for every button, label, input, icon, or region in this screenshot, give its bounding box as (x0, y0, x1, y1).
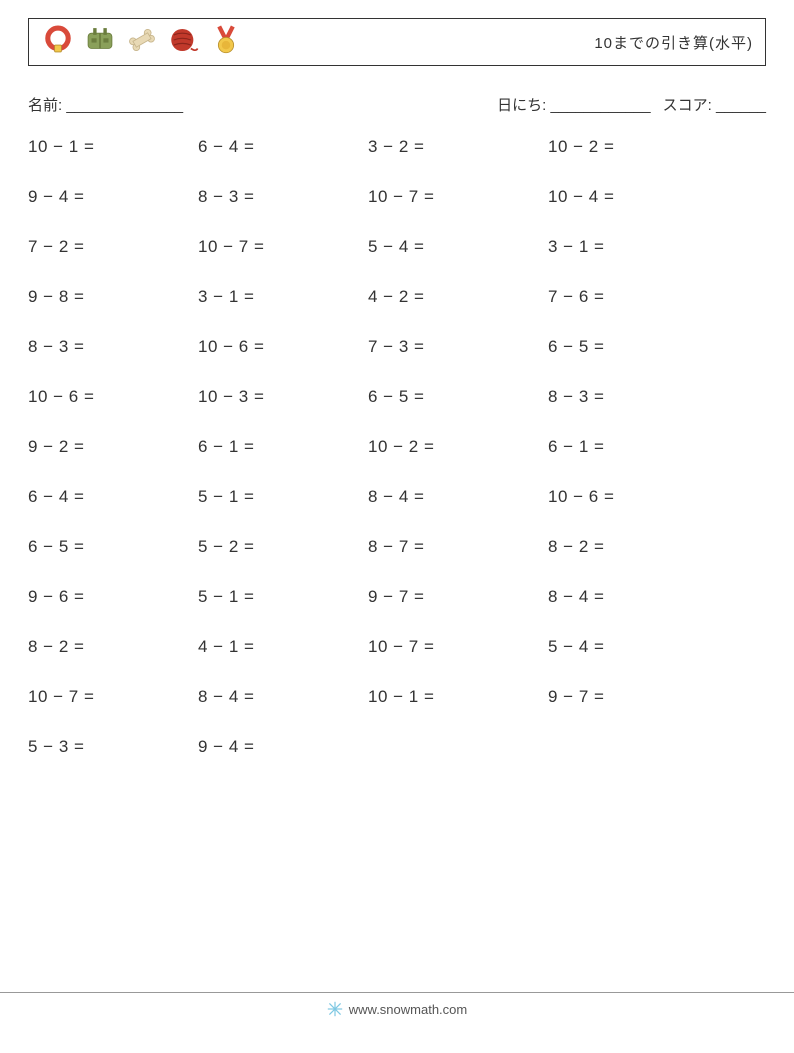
subtraction-problem: 10 − 7 = (368, 187, 548, 207)
subtraction-problem: 10 − 7 = (198, 237, 368, 257)
collar-icon (41, 23, 75, 62)
subtraction-problem: 7 − 3 = (368, 337, 548, 357)
snowflake-icon (327, 1001, 343, 1017)
header-icons (41, 23, 243, 62)
subtraction-problem: 5 − 4 = (548, 637, 728, 657)
bone-icon (125, 23, 159, 62)
subtraction-problem: 9 − 4 = (28, 187, 198, 207)
bag-icon (83, 23, 117, 62)
subtraction-problem: 10 − 7 = (368, 637, 548, 657)
subtraction-problem: 10 − 1 = (368, 687, 548, 707)
worksheet-title: 10までの引き算(水平) (594, 32, 753, 53)
subtraction-problem: 6 − 1 = (198, 437, 368, 457)
subtraction-problem: 5 − 1 = (198, 587, 368, 607)
subtraction-problem: 4 − 1 = (198, 637, 368, 657)
subtraction-problem: 7 − 6 = (548, 287, 728, 307)
subtraction-problem: 5 − 2 = (198, 537, 368, 557)
subtraction-problem: 8 − 4 = (198, 687, 368, 707)
subtraction-problem: 8 − 3 = (28, 337, 198, 357)
subtraction-problem: 9 − 7 = (368, 587, 548, 607)
subtraction-problem: 4 − 2 = (368, 287, 548, 307)
subtraction-problem: 6 − 5 = (548, 337, 728, 357)
medal-icon (209, 23, 243, 62)
subtraction-problem: 10 − 3 = (198, 387, 368, 407)
subtraction-problem: 8 − 3 = (198, 187, 368, 207)
subtraction-problem: 9 − 4 = (198, 737, 368, 757)
subtraction-problem: 10 − 4 = (548, 187, 728, 207)
subtraction-problem: 7 − 2 = (28, 237, 198, 257)
name-field: 名前: ______________ (28, 94, 183, 115)
subtraction-problem: 9 − 6 = (28, 587, 198, 607)
subtraction-problem: 5 − 1 = (198, 487, 368, 507)
subtraction-problem: 8 − 4 = (368, 487, 548, 507)
subtraction-problem: 3 − 2 = (368, 137, 548, 157)
subtraction-problem: 9 − 8 = (28, 287, 198, 307)
footer-url: www.snowmath.com (349, 1002, 467, 1017)
subtraction-problem: 10 − 1 = (28, 137, 198, 157)
yarn-icon (167, 23, 201, 62)
subtraction-problem (368, 737, 548, 757)
subtraction-problem: 10 − 2 = (368, 437, 548, 457)
subtraction-problem: 3 − 1 = (548, 237, 728, 257)
meta-row: 名前: ______________ 日にち: ____________ スコア… (28, 94, 766, 115)
subtraction-problem: 8 − 4 = (548, 587, 728, 607)
subtraction-problem: 10 − 6 = (548, 487, 728, 507)
subtraction-problem: 10 − 7 = (28, 687, 198, 707)
subtraction-problem: 5 − 3 = (28, 737, 198, 757)
subtraction-problem: 8 − 7 = (368, 537, 548, 557)
subtraction-problem: 8 − 3 = (548, 387, 728, 407)
subtraction-problem: 8 − 2 = (28, 637, 198, 657)
header-box: 10までの引き算(水平) (28, 18, 766, 66)
date-field: 日にち: ____________ (497, 94, 650, 115)
subtraction-problem: 9 − 2 = (28, 437, 198, 457)
subtraction-problem: 5 − 4 = (368, 237, 548, 257)
subtraction-problem: 10 − 2 = (548, 137, 728, 157)
subtraction-problem: 8 − 2 = (548, 537, 728, 557)
subtraction-problem: 6 − 5 = (28, 537, 198, 557)
subtraction-problem: 9 − 7 = (548, 687, 728, 707)
score-field: スコア: ______ (663, 94, 766, 115)
problems-grid: 10 − 1 =6 − 4 =3 − 2 =10 − 2 =9 − 4 =8 −… (28, 137, 766, 757)
subtraction-problem: 6 − 4 = (198, 137, 368, 157)
subtraction-problem (548, 737, 728, 757)
footer: www.snowmath.com (0, 992, 794, 1017)
subtraction-problem: 6 − 5 = (368, 387, 548, 407)
subtraction-problem: 10 − 6 = (28, 387, 198, 407)
subtraction-problem: 6 − 4 = (28, 487, 198, 507)
subtraction-problem: 3 − 1 = (198, 287, 368, 307)
subtraction-problem: 6 − 1 = (548, 437, 728, 457)
subtraction-problem: 10 − 6 = (198, 337, 368, 357)
